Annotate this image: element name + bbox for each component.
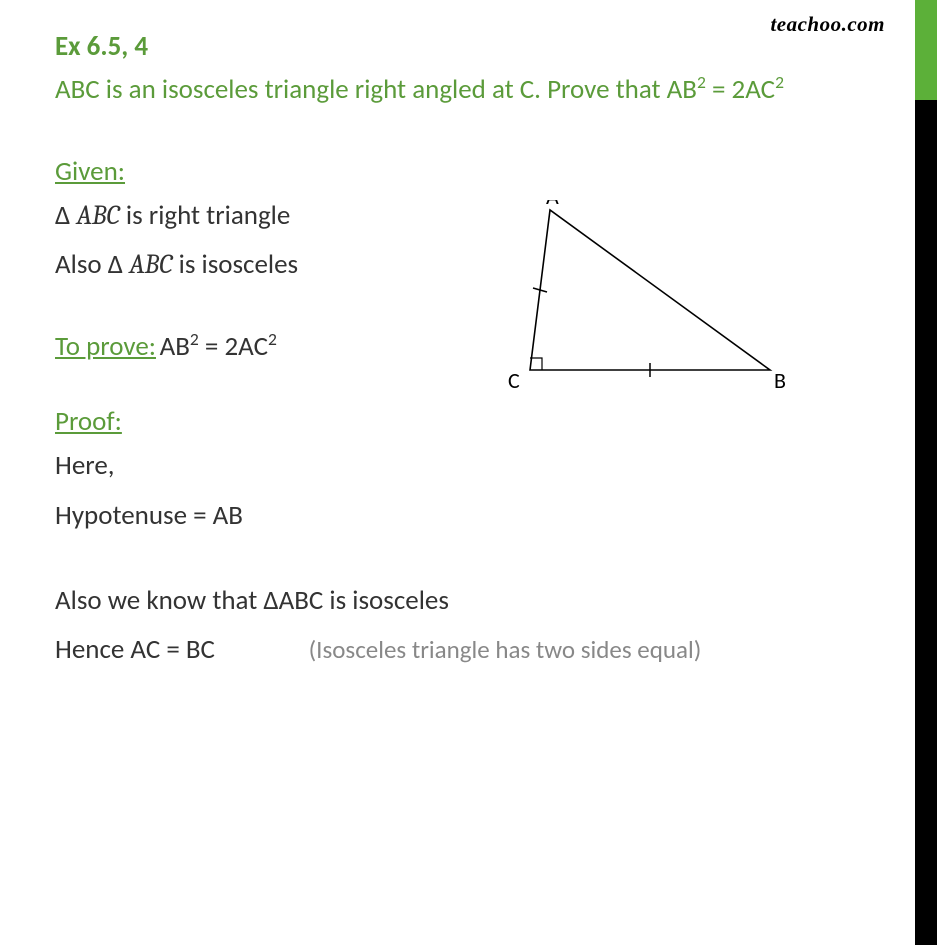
proof-line-3: Also we know that ΔABC is isosceles	[55, 579, 830, 622]
to-prove-text: AB2 = 2AC2	[160, 330, 277, 363]
sidebar-accent-black	[915, 100, 937, 945]
to-prove-label: To prove:	[55, 330, 156, 363]
proof-line-4: Hence AC = BC (Isosceles triangle has tw…	[55, 628, 830, 671]
triangle-diagram: A C B	[490, 200, 800, 400]
svg-text:B: B	[774, 367, 786, 394]
proof-aside: (Isosceles triangle has two sides equal)	[309, 634, 702, 665]
exercise-number: Ex 6.5, 4	[55, 30, 830, 63]
problem-statement: ABC is an isosceles triangle right angle…	[55, 71, 830, 107]
proof-line-1: Here,	[55, 444, 830, 487]
sidebar-accent-green	[915, 0, 937, 100]
watermark: teachoo.com	[770, 12, 885, 37]
proof-block: Proof: Here, Hypotenuse = AB Also we kno…	[55, 405, 830, 671]
given-label: Given:	[55, 155, 125, 188]
svg-text:A: A	[546, 200, 559, 210]
proof-label: Proof:	[55, 405, 122, 438]
proof-line-2: Hypotenuse = AB	[55, 494, 830, 537]
svg-text:C: C	[508, 367, 520, 394]
